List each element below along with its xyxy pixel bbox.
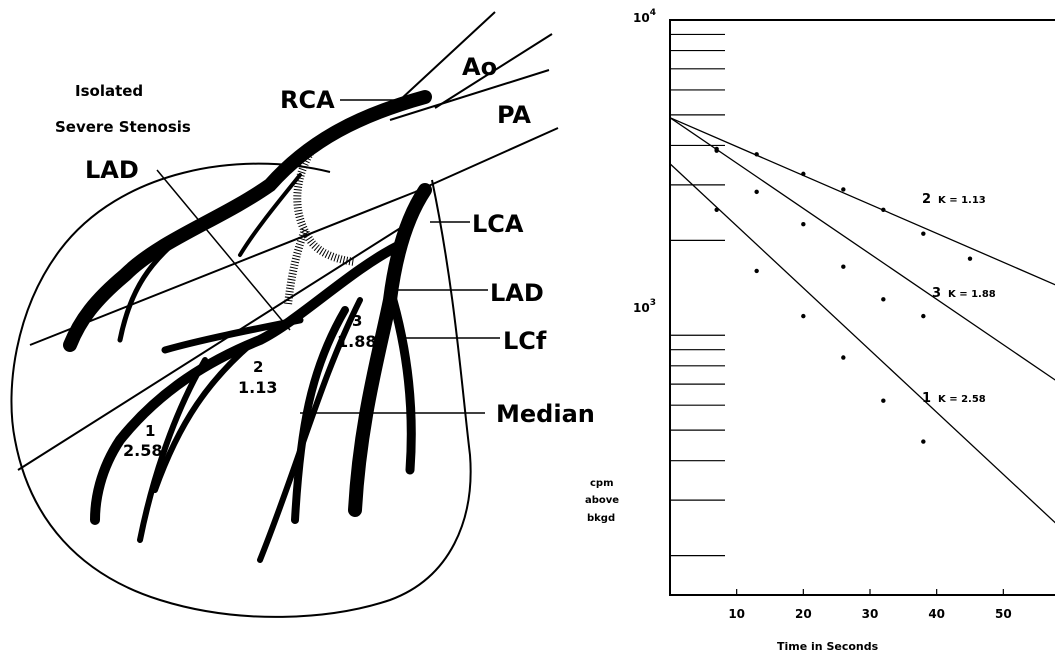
data-point: [754, 152, 759, 157]
data-point: [967, 256, 973, 261]
x-tick-label: 20: [795, 607, 812, 621]
x-tick-label: 40: [928, 607, 945, 621]
conus-branch: [284, 142, 356, 306]
rca-branch-2: [238, 173, 302, 257]
pa-label: PA: [497, 101, 531, 129]
lateral-branch: [137, 357, 208, 543]
x-tick-label: 10: [728, 607, 745, 621]
y-tick-label-10000: 104: [633, 8, 656, 25]
data-point: [841, 187, 846, 192]
leader-lines: [156, 99, 500, 414]
data-point: [881, 297, 886, 302]
interventricular-band: [17, 191, 416, 471]
series-group: 2 K = 1.13 3 K = 1.88 1 K = 2.58: [669, 117, 1055, 524]
data-point: [841, 355, 846, 360]
data-point: [714, 146, 719, 152]
series-label-number: 2: [922, 192, 931, 207]
data-point: [754, 268, 759, 274]
lca-label: LCA: [472, 210, 524, 238]
y-minor-ticks: [670, 19, 725, 557]
data-point: [841, 264, 846, 269]
region1-number: 1: [145, 422, 155, 440]
heart-diagram: Isolated Severe Stenosis LAD Ao RCA PA L…: [10, 11, 595, 618]
title-line2: Severe Stenosis: [55, 118, 191, 136]
pulmonary-artery: [389, 69, 559, 193]
x-tick-label: 50: [995, 607, 1012, 621]
region1-value: 2.58: [123, 441, 162, 460]
lca-vessel: [348, 183, 432, 517]
data-point: [714, 207, 719, 213]
x-axis-title: Time in Seconds: [777, 640, 879, 653]
lad-vessel: [90, 240, 405, 525]
rca-vessel: [63, 90, 432, 352]
heart-outline: [10, 162, 472, 618]
lad-top-label: LAD: [85, 156, 139, 184]
data-point: [881, 398, 886, 403]
data-point: [921, 231, 926, 236]
data-point: [801, 171, 806, 177]
lcf-branch: [385, 285, 416, 475]
rca-label: RCA: [280, 86, 335, 114]
region3-number: 3: [352, 312, 362, 330]
lad-branch-a: [161, 316, 304, 354]
data-point: [881, 207, 886, 213]
plot-frame: [669, 19, 1055, 596]
lad-right-label: LAD: [490, 279, 544, 307]
data-point: [754, 189, 759, 195]
aorta: [399, 11, 553, 109]
lad-branch-c: [291, 306, 349, 524]
lad-branch-b: [152, 342, 253, 493]
ao-label: Ao: [462, 53, 497, 81]
median-branch: [257, 297, 363, 563]
x-tick-label: 30: [862, 607, 879, 621]
region3-value: 1.88: [337, 332, 376, 351]
clearance-chart: 10 20 30 40 50 2 K = 1.13 3 K = 1.88 1 K = 2.58 1…: [585, 8, 1055, 653]
lcf-label: LCf: [503, 327, 547, 355]
y-label-line2: above: [585, 495, 619, 506]
y-label-line1: cpm: [590, 478, 614, 489]
y-label-line3: bkgd: [587, 513, 615, 524]
series-label-number: 3: [932, 286, 941, 301]
y-tick-label-1000: 103: [633, 298, 656, 315]
region2-number: 2: [253, 358, 263, 376]
data-point: [921, 439, 926, 444]
series-label-k: K = 1.13: [938, 195, 986, 206]
region2-value: 1.13: [238, 378, 277, 397]
data-point: [801, 313, 806, 319]
rca-branch-1: [117, 227, 193, 343]
series-line-2: [669, 117, 1055, 286]
series-line-3: [669, 117, 1055, 381]
series-line-1: [669, 163, 1055, 524]
series-label-number: 1: [922, 391, 931, 406]
series-label-k: K = 1.88: [948, 289, 996, 300]
series-label-k: K = 2.58: [938, 394, 986, 405]
median-label: Median: [496, 400, 595, 428]
data-point: [921, 313, 926, 319]
title-line1: Isolated: [75, 82, 143, 100]
data-point: [801, 222, 806, 227]
x-ticks: 10 20 30 40 50: [728, 589, 1012, 621]
